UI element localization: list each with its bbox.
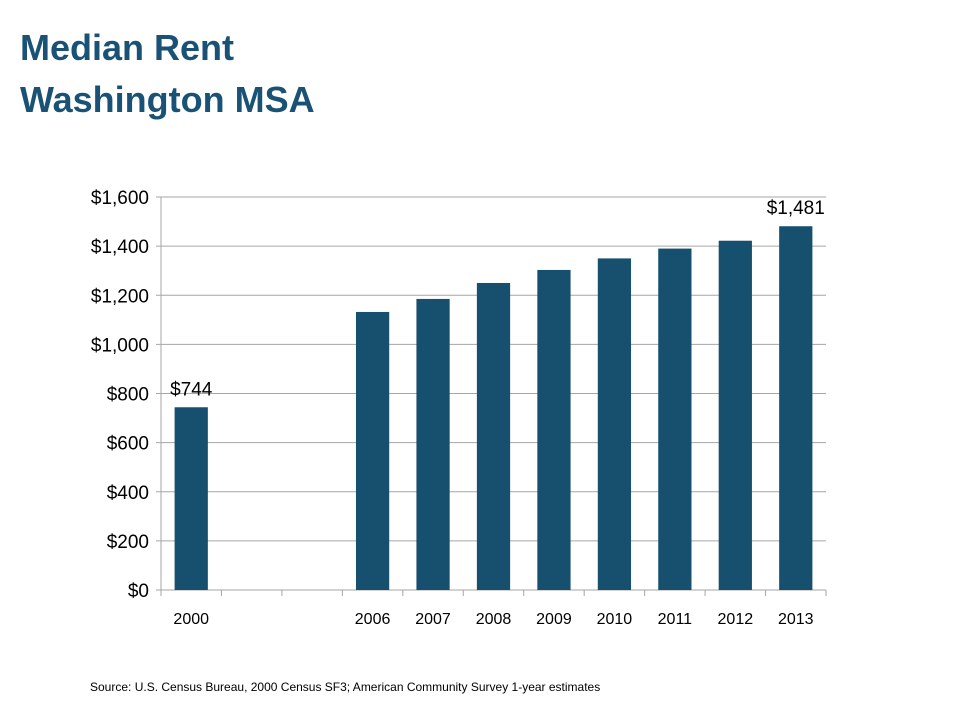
x-tick-label: 2007 bbox=[415, 611, 451, 628]
bar bbox=[597, 258, 632, 590]
y-tick-label: $1,400 bbox=[91, 237, 149, 258]
bar bbox=[779, 226, 813, 590]
x-tick-label: 2009 bbox=[536, 611, 572, 628]
bar bbox=[355, 311, 390, 590]
x-tick-label: 2012 bbox=[718, 611, 754, 628]
y-tick-label: $1,000 bbox=[91, 335, 149, 356]
bar bbox=[537, 269, 571, 590]
y-tick-label: $1,600 bbox=[91, 188, 149, 209]
source-note: Source: U.S. Census Bureau, 2000 Census … bbox=[90, 680, 601, 694]
y-tick-label: $0 bbox=[128, 581, 149, 602]
bar bbox=[416, 298, 450, 590]
data-label: $744 bbox=[170, 379, 213, 400]
chart-title: Median Rent Washington MSA bbox=[20, 22, 315, 126]
y-tick-label: $1,200 bbox=[91, 286, 149, 307]
data-label: $1,481 bbox=[767, 198, 825, 219]
y-tick-label: $200 bbox=[107, 532, 149, 553]
y-tick-label: $800 bbox=[107, 385, 149, 406]
y-tick-label: $600 bbox=[107, 434, 149, 455]
bar bbox=[476, 282, 511, 590]
x-tick-label: 2013 bbox=[778, 611, 814, 628]
y-tick-label: $400 bbox=[107, 483, 149, 504]
x-tick-label: 2008 bbox=[476, 611, 512, 628]
title-line-2: Washington MSA bbox=[20, 79, 315, 120]
x-tick-label: 2000 bbox=[173, 611, 209, 628]
bar bbox=[174, 407, 208, 590]
x-tick-label: 2011 bbox=[658, 611, 693, 628]
bar bbox=[718, 240, 752, 590]
title-line-1: Median Rent bbox=[20, 27, 235, 68]
x-tick-label: 2010 bbox=[597, 611, 633, 628]
x-tick-label: 2006 bbox=[355, 611, 391, 628]
bar bbox=[658, 248, 692, 591]
